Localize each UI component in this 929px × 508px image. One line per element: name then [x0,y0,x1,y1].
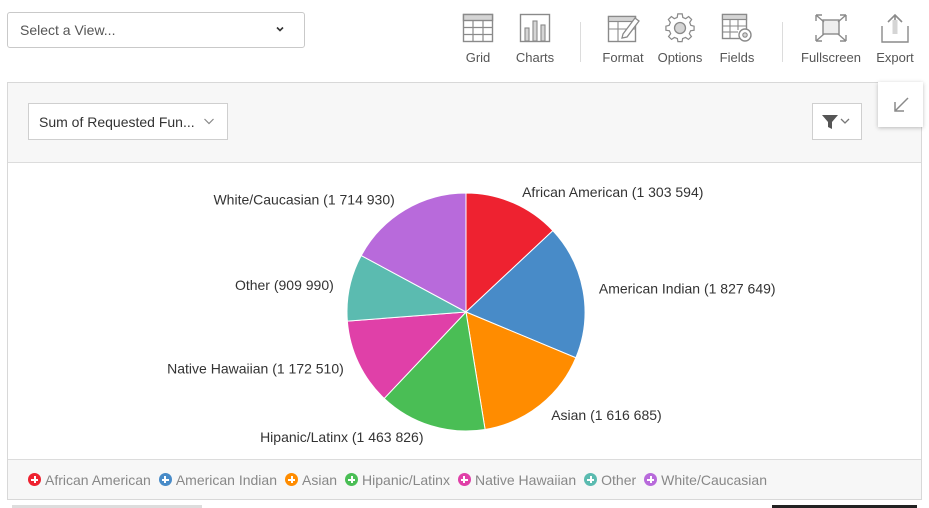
legend-item[interactable]: African American [28,472,151,488]
plus-circle-icon [158,473,172,486]
legend-item-label: Hipanic/Latinx [362,471,450,488]
pie-slice[interactable] [383,310,486,432]
export-icon [881,13,909,43]
filter-icon [822,114,850,129]
legend-item[interactable]: Asian [285,472,337,488]
charts-button[interactable]: Charts [515,12,555,65]
export-label: Export [876,50,914,65]
chevron-down-icon [274,22,286,38]
pie-slice-label: Native Hawaiian (1 172 510) [167,360,344,376]
pie-slice-label: Asian (1 616 685) [551,407,662,423]
fields-button[interactable]: Fields [718,12,756,65]
pie-slice[interactable] [360,192,467,313]
legend-item[interactable]: Hipanic/Latinx [345,472,450,488]
chart-panel: Sum of Requested Fun... African American… [7,82,922,500]
chart-header: Sum of Requested Fun... [8,83,921,163]
legend-item[interactable]: White/Caucasian [644,472,767,488]
pie-slice[interactable] [465,229,586,359]
gear-icon [665,13,695,43]
pie-slice-label: African American (1 303 594) [522,184,703,200]
legend-item[interactable]: Other [584,472,636,488]
legend-item[interactable]: Native Hawaiian [457,471,577,488]
legend-item-label: African American [45,471,151,488]
format-icon [607,15,640,43]
filter-button[interactable] [812,103,862,140]
fullscreen-icon [815,14,847,42]
scrollbar [12,505,202,508]
charts-label: Charts [515,50,555,65]
export-button[interactable]: Export [874,12,916,65]
legend-item-label: Native Hawaiian [474,471,577,488]
pie-chart: African American (1 303 594) American Ind… [167,184,776,445]
measure-select-label: Sum of Requested Fun... [39,113,195,130]
scrollbar [772,505,917,508]
pie-slice[interactable] [465,311,577,431]
plus-circle-icon [457,473,471,486]
chevron-down-icon [203,114,215,130]
toolbar-divider [580,22,581,62]
plus-circle-icon [584,473,598,486]
legend-item-label: American Indian [175,471,277,488]
legend-item-label: Asian [302,471,338,488]
measure-select[interactable]: Sum of Requested Fun... [28,103,228,140]
pie-slice-label: Other (909 990) [235,277,334,293]
options-label: Options [657,50,703,65]
plus-circle-icon [644,473,658,486]
toolbar-divider [782,22,783,62]
legend-item-label: Other [601,471,637,488]
legend-item-label: White/Caucasian [661,471,767,488]
fullscreen-label: Fullscreen [801,50,861,65]
fields-icon [721,13,752,42]
pie-slice-label: American Indian (1 827 649) [599,281,776,297]
view-select-label: Select a View... [20,22,116,38]
grid-button[interactable]: Grid [462,12,494,65]
chart-legend: African American American Indian Asian H… [8,459,921,499]
grid-label: Grid [465,50,491,65]
fields-label: Fields [719,50,755,65]
options-button[interactable]: Options [656,12,704,65]
legend-item[interactable]: American Indian [158,471,277,488]
pie-slice[interactable] [346,311,468,400]
plus-circle-icon [345,473,359,486]
bar-chart-icon [519,13,551,43]
grid-icon [462,13,494,43]
fullscreen-button[interactable]: Fullscreen [799,12,863,65]
pie-slice-label: Hipanic/Latinx (1 463 826) [260,429,423,445]
minimize-arrow-icon [893,96,909,112]
view-select[interactable]: Select a View... [7,12,305,48]
collapse-button[interactable] [878,82,923,127]
format-button[interactable]: Format [601,12,645,65]
pie-slice[interactable] [465,192,554,314]
plus-circle-icon [28,473,41,486]
plus-circle-icon [285,473,298,486]
format-label: Format [602,50,644,65]
pie-slice-label: White/Caucasian (1 714 930) [213,192,394,208]
